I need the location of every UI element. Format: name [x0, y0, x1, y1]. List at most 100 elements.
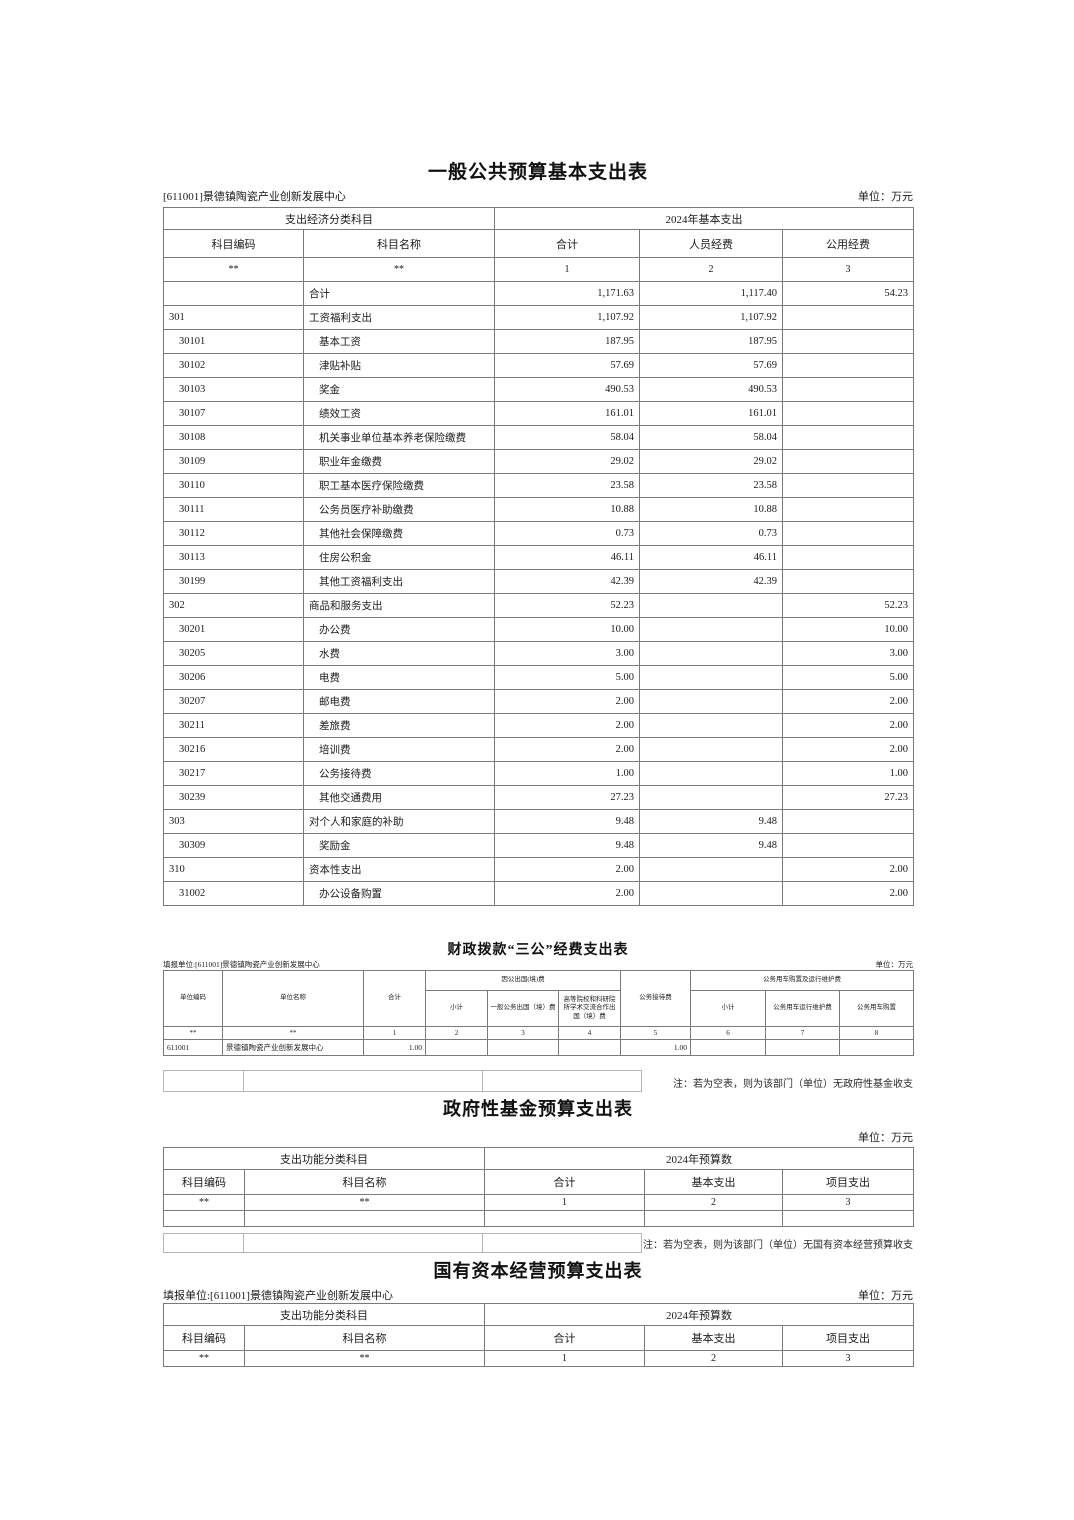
total-cell: 1,107.92 [494, 305, 640, 330]
col-header-project: 项目支出 [781, 1169, 915, 1195]
column-number-row: ** ** 1 2 3 [163, 1350, 915, 1367]
empty-cell [244, 1210, 485, 1227]
col-number-cell: 3 [781, 1194, 915, 1211]
public-expense-cell [782, 329, 914, 354]
col-number-cell: 2 [644, 1194, 783, 1211]
personnel-expense-cell [639, 761, 783, 786]
abroad-subtotal-cell [425, 1039, 488, 1056]
subject-code-cell: 30107 [163, 401, 304, 426]
public-expense-cell [782, 545, 914, 570]
table-group-header-row: 支出经济分类科目 2024年基本支出 [163, 207, 914, 230]
subject-name-cell: 水费 [303, 641, 495, 666]
table-group-header-row: 单位编码 单位名称 合计 因公出国(境)费 公务接待费 公务用车购置及运行维护费 [163, 970, 915, 1027]
subject-name-cell: 邮电费 [303, 689, 495, 714]
column-number-row: ** ** 1 2 3 [163, 1194, 915, 1211]
subject-code-cell: 30108 [163, 425, 304, 450]
personnel-expense-cell [639, 665, 783, 690]
subject-name-cell: 奖励金 [303, 833, 495, 858]
table-group-header-row: 支出功能分类科目 2024年预算数 [163, 1147, 915, 1170]
subject-code-cell: 30205 [163, 641, 304, 666]
abroad-general-cell [487, 1039, 559, 1056]
personnel-expense-cell [639, 857, 783, 882]
column-number-row: ** ** 1 2 3 [163, 257, 914, 282]
col-header-name: 科目名称 [244, 1169, 485, 1195]
unit-name-cell: 景德镇陶瓷产业创新发展中心 [222, 1039, 364, 1056]
col-number-cell: ** [303, 257, 495, 282]
total-cell: 10.88 [494, 497, 640, 522]
public-expense-cell [782, 449, 914, 474]
subject-name-cell: 培训费 [303, 737, 495, 762]
total-cell: 2.00 [494, 713, 640, 738]
subject-code-cell: 30113 [163, 545, 304, 570]
subject-name-cell: 工资福利支出 [303, 305, 495, 330]
subject-code-cell: 30111 [163, 497, 304, 522]
personnel-expense-cell: 57.69 [639, 353, 783, 378]
empty-grid-row: 注：若为空表，则为该部门（单位）无国有资本经营预算收支 [163, 1233, 913, 1253]
total-cell: 2.00 [494, 857, 640, 882]
col-number-cell: ** [222, 1026, 364, 1040]
personnel-expense-cell: 1,107.92 [639, 305, 783, 330]
unit-label: 单位：万元 [858, 1290, 913, 1302]
subject-code-cell: 30199 [163, 569, 304, 594]
col-header-name: 科目名称 [244, 1325, 485, 1351]
column-number-row: ** ** 1 2 3 4 5 6 7 8 [163, 1026, 915, 1040]
col-header-abroad-academic: 高等院校和科研院所学术交流合作出国（境）费 [557, 990, 622, 1027]
table-row: 30111 公务员医疗补助缴费 10.88 10.88 [163, 497, 914, 522]
subject-code-cell: 30103 [163, 377, 304, 402]
total-cell: 0.73 [494, 521, 640, 546]
public-expense-cell: 52.23 [782, 593, 914, 618]
total-cell: 187.95 [494, 329, 640, 354]
table-row: 30205 水费 3.00 3.00 [163, 641, 914, 666]
personnel-expense-cell [639, 785, 783, 810]
col-header-basic: 基本支出 [644, 1325, 783, 1351]
table-row: 30110 职工基本医疗保险缴费 23.58 23.58 [163, 473, 914, 498]
table-row: 合计 1,171.63 1,117.40 54.23 [163, 281, 914, 306]
col-number-cell: 1 [494, 257, 640, 282]
gov-fund-title: 政府性基金预算支出表 [443, 1099, 633, 1119]
public-expense-cell [782, 473, 914, 498]
total-cell: 46.11 [494, 545, 640, 570]
empty-grid-row: 注：若为空表，则为该部门（单位）无政府性基金收支 [163, 1070, 913, 1092]
subject-name-cell: 其他社会保障缴费 [303, 521, 495, 546]
col-number-cell: 5 [620, 1026, 692, 1040]
total-cell: 1.00 [363, 1039, 426, 1056]
empty-cell [163, 1233, 244, 1253]
table-column-header-row: 科目编码 科目名称 合计 基本支出 项目支出 [163, 1169, 915, 1195]
subject-name-cell: 奖金 [303, 377, 495, 402]
empty-cell [482, 1070, 642, 1092]
table-row: 30309 奖励金 9.48 9.48 [163, 833, 914, 858]
col-header-personnel: 人员经费 [639, 229, 783, 258]
table-row: 301 工资福利支出 1,107.92 1,107.92 [163, 305, 914, 330]
public-expense-cell [782, 305, 914, 330]
subject-name-cell: 办公设备购置 [303, 881, 495, 906]
group-subject-header: 支出经济分类科目 [163, 207, 495, 230]
three-public-infoline: 填报单位:[611001]景德镇陶瓷产业创新发展中心 单位：万元 [163, 959, 913, 970]
empty-cell [644, 1210, 783, 1227]
personnel-expense-cell: 42.39 [639, 569, 783, 594]
public-expense-cell: 5.00 [782, 665, 914, 690]
table-row: 30211 差旅费 2.00 2.00 [163, 713, 914, 738]
col-number-cell: 3 [487, 1026, 559, 1040]
total-cell: 1.00 [494, 761, 640, 786]
empty-cell [243, 1070, 483, 1092]
total-cell: 58.04 [494, 425, 640, 450]
reception-cell: 1.00 [620, 1039, 692, 1056]
personnel-expense-cell: 10.88 [639, 497, 783, 522]
personnel-expense-cell: 9.48 [639, 809, 783, 834]
personnel-expense-cell [639, 713, 783, 738]
group-subject-header: 支出功能分类科目 [163, 1147, 485, 1170]
table-group-header-row: 支出功能分类科目 2024年预算数 [163, 1303, 915, 1326]
group-year-header: 2024年预算数 [483, 1303, 915, 1326]
subject-code-cell: 30102 [163, 353, 304, 378]
empty-cell [781, 1210, 915, 1227]
total-cell: 23.58 [494, 473, 640, 498]
table-row: 30217 公务接待费 1.00 1.00 [163, 761, 914, 786]
personnel-expense-cell: 58.04 [639, 425, 783, 450]
personnel-expense-cell: 187.95 [639, 329, 783, 354]
subject-code-cell: 30109 [163, 449, 304, 474]
org-name-label: [611001]景德镇陶瓷产业创新发展中心 [163, 191, 346, 203]
subject-code-cell: 30239 [163, 785, 304, 810]
group-year-header: 2024年基本支出 [494, 207, 914, 230]
public-expense-cell: 2.00 [782, 857, 914, 882]
col-header-basic: 基本支出 [644, 1169, 783, 1195]
